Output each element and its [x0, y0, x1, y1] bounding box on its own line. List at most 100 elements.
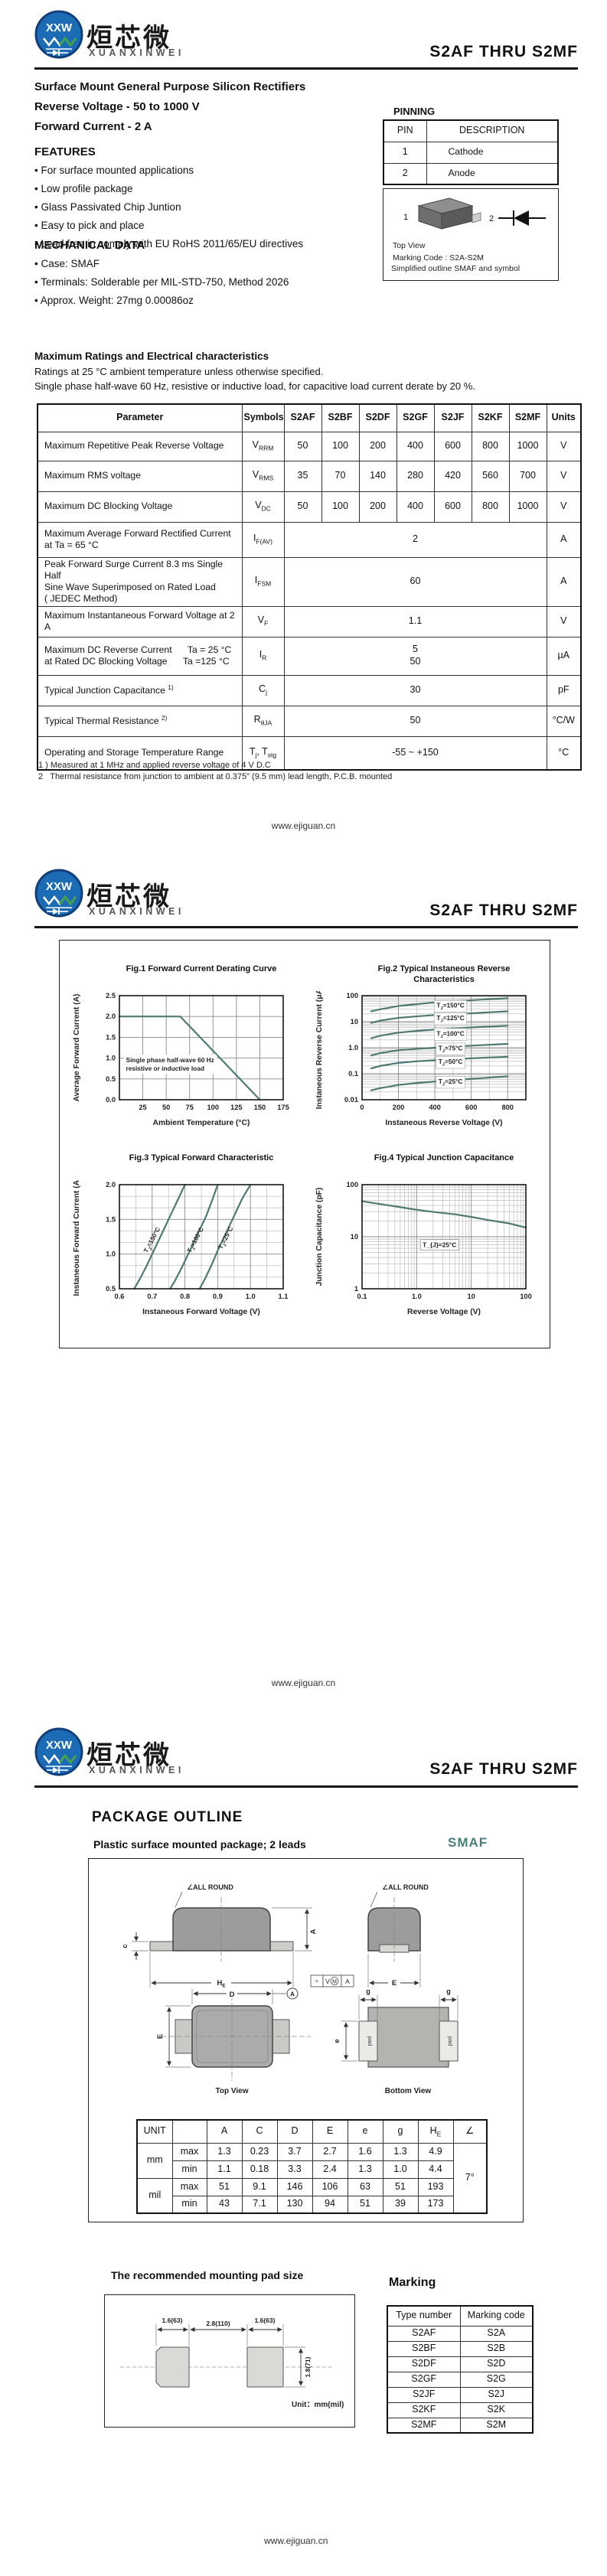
header-cell: S2AF	[283, 403, 322, 432]
dims-row: mil max 51 9.1 146 106 63 51 193	[136, 2177, 487, 2214]
bullet-item: • Lead free in comply with EU RoHS 2011/…	[34, 238, 304, 249]
parameter-cell: Typical Junction Capacitance 1)	[37, 674, 243, 706]
dims-row: min 1.1 0.18 3.3 2.4 1.3 1.0 4.4	[137, 2160, 487, 2179]
bound-cell: max	[171, 2142, 207, 2161]
pinning-row: 2 Anode	[383, 162, 559, 185]
pin-description: Anode	[426, 162, 559, 185]
marking-table: Type number Marking code S2AF S2A S2BF S2B S2D…	[387, 2305, 534, 2434]
svg-text:1.0: 1.0	[348, 1044, 358, 1052]
svg-text:TJ=150°C: TJ=150°C	[142, 1226, 163, 1255]
header-cell: A	[206, 2119, 243, 2144]
svg-text:TJ=25°C: TJ=25°C	[439, 1078, 463, 1087]
annotations: T_{J}=25°C	[419, 1239, 459, 1251]
dim-g-label-right: g	[446, 1987, 451, 1995]
side-view: ∠ALL ROUND A c HE	[121, 1883, 354, 1989]
svg-text:1.0: 1.0	[412, 1293, 422, 1300]
unit-cell: °C	[546, 735, 582, 771]
unit-cell: pF	[546, 674, 582, 706]
value-cell: 193	[417, 2177, 454, 2196]
unit-cell: V	[546, 431, 582, 461]
svg-text:100: 100	[207, 1104, 220, 1111]
unit-cell: µA	[546, 636, 582, 676]
svg-text:25: 25	[139, 1104, 146, 1111]
svg-text:400: 400	[429, 1104, 441, 1111]
value-cell: 50	[283, 705, 547, 737]
value-cell: 9.1	[241, 2177, 278, 2196]
svg-text:1.5: 1.5	[106, 1033, 116, 1041]
features-list: • For surface mounted applications • Low …	[34, 161, 364, 253]
value-cell: 51	[382, 2177, 419, 2196]
mounting-pad-box: 1.6(63) 2.8(110) 1.6(63) 1.8(71) Unit：mm…	[104, 2294, 355, 2428]
ratings-table: Parameter Symbols S2AF S2BF S2DF S2GF S2JF S2KF…	[37, 403, 582, 771]
series	[361, 1200, 527, 1229]
pad-dim-center: 2.8(110)	[206, 2320, 230, 2327]
unit-cell: A	[546, 521, 582, 558]
header-cell: S2BF	[321, 403, 360, 432]
svg-text:Instaneous Reverse Current (μA: Instaneous Reverse Current (μA)	[315, 991, 324, 1109]
type-number-cell: S2KF	[387, 2402, 461, 2418]
grid	[119, 1184, 284, 1290]
symbol-cell: Cj	[241, 674, 285, 706]
ratings-row: Typical Thermal Resistance 2) RθJA 50 °C/W	[37, 705, 582, 737]
header-cell: S2MF	[508, 403, 547, 432]
svg-text:2.0: 2.0	[106, 1012, 116, 1020]
header-cell: g	[382, 2119, 419, 2144]
dim-d-label: D	[230, 1991, 235, 1999]
ratings-row: Maximum Repetitive Peak Reverse Voltage V…	[37, 431, 582, 461]
svg-text:TJ=50°C: TJ=50°C	[439, 1058, 463, 1068]
figure-3-canvas: 0.6 0.7 0.8 0.9 1.0 1.1 0.5 1.0 1.5 2.0 Instaneous…	[73, 1180, 288, 1316]
svg-text:0.5: 0.5	[106, 1285, 116, 1293]
header-cell: Marking code	[459, 2305, 534, 2327]
parameter-cell: Maximum DC Reverse Current Ta = 25 °C at …	[37, 636, 243, 676]
datum-cell-1: ÷	[315, 1978, 319, 1985]
header-cell: C	[241, 2119, 278, 2144]
svg-text:1.0: 1.0	[106, 1055, 116, 1062]
axis-labels: 0.1 1.0 10 100 1 10 100 Reverse Voltage (V) Junc…	[315, 1181, 532, 1316]
svg-text:0.1: 0.1	[357, 1293, 367, 1300]
svg-text:TJ=125°C: TJ=125°C	[436, 1014, 464, 1024]
svg-text:Junction Capacitance (pF): Junction Capacitance (pF)	[315, 1188, 324, 1286]
marking-row: S2DF S2D	[387, 2356, 534, 2372]
value-cell: 60	[283, 556, 547, 607]
value-cell: 2.4	[312, 2160, 348, 2179]
svg-text:T_{J}=25°C: T_{J}=25°C	[423, 1241, 456, 1249]
value-cell: 200	[358, 491, 397, 523]
marking-code-cell: S2J	[459, 2386, 534, 2403]
unit-cell: V	[546, 491, 582, 523]
page2-footer-url: www.ejiguan.cn	[271, 1678, 336, 1688]
value-cell: 0.18	[241, 2160, 278, 2179]
symbol-cell: RθJA	[241, 705, 285, 737]
svg-text:0.8: 0.8	[180, 1293, 190, 1300]
parameter-cell: Maximum DC Blocking Voltage	[37, 491, 243, 523]
marking-row: S2BF S2B	[387, 2340, 534, 2357]
brand-name-cn: 烜芯微	[86, 23, 171, 54]
all-round-label-2: ∠ALL ROUND	[382, 1883, 429, 1891]
pin2-label: 2	[489, 214, 494, 223]
brand-name-en: XUANXINWEI	[89, 1765, 184, 1775]
features-heading: FEATURES	[34, 145, 96, 158]
value-cell: 420	[433, 460, 472, 492]
bullet-item: • Low profile package	[34, 183, 133, 194]
parameter-cell: Peak Forward Surge Current 8.3 ms Single…	[37, 556, 243, 607]
dim-he-label: HE	[217, 1979, 226, 1989]
marking-row: S2GF S2G	[387, 2371, 534, 2388]
header-cell: D	[276, 2119, 313, 2144]
svg-text:XXW: XXW	[46, 1739, 73, 1752]
svg-text:175: 175	[277, 1104, 289, 1111]
reverse-voltage-line: Reverse Voltage - 50 to 1000 V	[34, 100, 200, 113]
value-cell: 51	[347, 2195, 383, 2214]
bullet-item: • Approx. Weight: 27mg 0.00086oz	[34, 295, 194, 306]
pad-unit-note: Unit：mm(mil)	[292, 2401, 344, 2409]
header-cell: S2JF	[433, 403, 472, 432]
axis-labels: 0.6 0.7 0.8 0.9 1.0 1.1 0.5 1.0 1.5 2.0 Instaneous…	[73, 1180, 288, 1316]
annotations: TJ=150°C TJ=125°C TJ=100°C TJ=75°C TJ=50°C TJ…	[434, 999, 468, 1089]
svg-text:0.6: 0.6	[115, 1293, 125, 1300]
marking-code-cell: S2B	[459, 2340, 534, 2357]
svg-text:Instaneous Reverse Voltage (V): Instaneous Reverse Voltage (V)	[385, 1119, 502, 1127]
type-number-cell: S2JF	[387, 2386, 461, 2403]
type-number-cell: S2AF	[387, 2325, 461, 2342]
value-cell: 70	[321, 460, 360, 492]
svg-text:1.1: 1.1	[279, 1293, 289, 1300]
figure-2-canvas: 0 200 400 600 800 0.01 0.1 1.0 10 100 Instaneous R…	[315, 991, 527, 1127]
